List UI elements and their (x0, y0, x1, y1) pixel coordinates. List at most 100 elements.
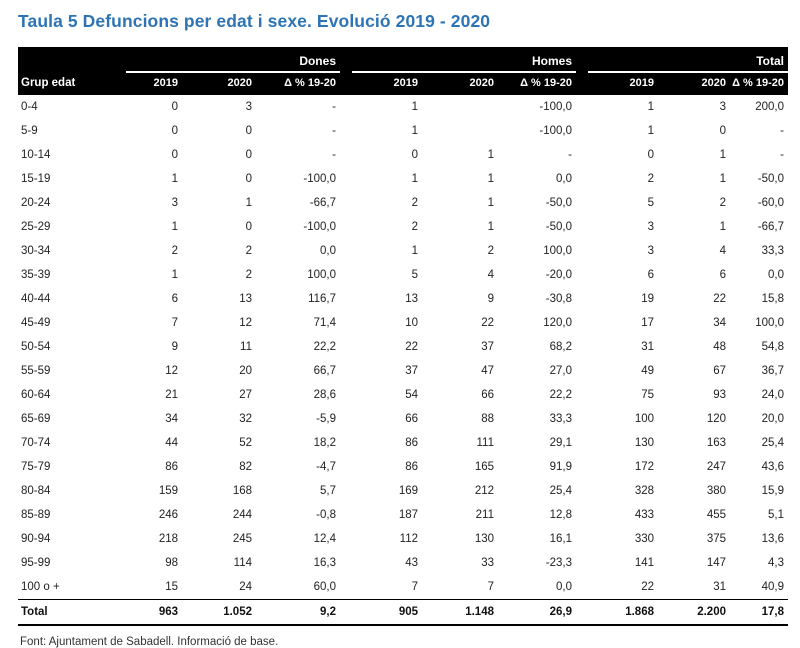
age-group-label-cell: 85-89 (21, 509, 51, 521)
age-group-label-cell: 0-4 (21, 101, 38, 113)
value-cell: 1 (719, 149, 726, 161)
value-cell: 114 (233, 557, 252, 569)
value-cell: 3 (719, 101, 726, 113)
value-cell: - (780, 125, 784, 137)
value-cell: -0,8 (316, 509, 336, 521)
table-row: 80-84 159 168 5,7 169 212 25,4 328 380 15,9 (18, 479, 788, 503)
value-cell: 11 (240, 341, 252, 353)
value-cell: 4 (487, 269, 494, 281)
group-label-total: Total (588, 54, 788, 73)
value-cell: 0 (411, 149, 418, 161)
value-cell: - (332, 149, 336, 161)
value-cell: 34 (713, 317, 726, 329)
value-cell: -100,0 (303, 173, 336, 185)
column-header-dones-2020: 2020 (182, 73, 256, 95)
table-row: 90-94 218 245 12,4 112 130 16,1 330 375 13,6 (18, 527, 788, 551)
value-cell: 111 (476, 437, 494, 449)
value-cell: 1 (411, 125, 418, 137)
value-cell: 5,1 (768, 509, 784, 521)
value-cell: 9 (487, 293, 494, 305)
deaths-by-age-sex-table: Dones Homes Total Grup edat 2019 2020 Δ … (18, 47, 788, 626)
value-cell: 33 (481, 557, 494, 569)
value-cell: 130 (474, 533, 494, 545)
value-cell: 66 (481, 389, 494, 401)
value-cell: 218 (158, 533, 178, 545)
value-cell: 13 (405, 293, 418, 305)
value-cell: 1.868 (576, 599, 658, 626)
table-row: 50-54 9 11 22,2 22 37 68,2 31 48 54,8 (18, 335, 788, 359)
value-cell: 19 (641, 293, 654, 305)
value-cell: 21 (165, 389, 178, 401)
value-cell: 37 (405, 365, 418, 377)
value-cell: - (780, 149, 784, 161)
value-cell: 2 (245, 269, 252, 281)
value-cell: - (332, 125, 336, 137)
value-cell: 22 (405, 341, 418, 353)
value-cell: 98 (165, 557, 178, 569)
value-cell: 2 (411, 221, 418, 233)
value-cell: -66,7 (309, 197, 336, 209)
value-cell: 5,7 (320, 485, 336, 497)
value-cell: 27 (239, 389, 252, 401)
value-cell: 29,1 (549, 437, 572, 449)
value-cell: 15 (165, 581, 178, 593)
value-cell: 0 (245, 221, 252, 233)
value-cell: 2.200 (658, 599, 730, 626)
age-group-label-cell: 30-34 (21, 245, 51, 257)
value-cell: 6 (647, 269, 654, 281)
value-cell: 13,6 (761, 533, 784, 545)
value-cell: 2 (245, 245, 252, 257)
value-cell: 66 (405, 413, 418, 425)
column-header-dones-delta: Δ % 19-20 (256, 73, 340, 95)
age-group-label-cell: 5-9 (21, 125, 38, 137)
value-cell: 16,3 (313, 557, 336, 569)
value-cell: 13 (239, 293, 252, 305)
value-cell: 1 (171, 221, 178, 233)
value-cell: 100,0 (543, 245, 572, 257)
value-cell: 28,6 (313, 389, 336, 401)
table-row: 60-64 21 27 28,6 54 66 22,2 75 93 24,0 (18, 383, 788, 407)
age-group-label-cell: 10-14 (21, 149, 51, 161)
value-cell: 22 (713, 293, 726, 305)
value-cell: 17,8 (730, 599, 788, 626)
value-cell: 6 (171, 293, 178, 305)
value-cell: 22 (481, 317, 494, 329)
value-cell: 12,4 (313, 533, 336, 545)
value-cell: 0 (245, 125, 252, 137)
value-cell: 0,0 (768, 269, 784, 281)
group-header-row: Dones Homes Total (18, 47, 788, 73)
value-cell: 75 (641, 389, 654, 401)
value-cell: -50,0 (757, 173, 784, 185)
value-cell: 1 (245, 197, 252, 209)
value-cell: 5 (411, 269, 418, 281)
value-cell: 905 (340, 599, 422, 626)
value-cell: 7 (487, 581, 494, 593)
value-cell: 141 (634, 557, 654, 569)
value-cell: 10 (405, 317, 418, 329)
table-row: 45-49 7 12 71,4 10 22 120,0 17 34 100,0 (18, 311, 788, 335)
value-cell: 375 (706, 533, 726, 545)
table-row: 20-24 3 1 -66,7 2 1 -50,0 5 2 -60,0 (18, 191, 788, 215)
value-cell: 86 (405, 461, 418, 473)
value-cell: 22 (641, 581, 654, 593)
value-cell (422, 95, 498, 119)
corner-spacer (18, 47, 114, 73)
value-cell: 1.148 (422, 599, 498, 626)
table-row: 15-19 1 0 -100,0 1 1 0,0 2 1 -50,0 (18, 167, 788, 191)
value-cell: 25,4 (549, 485, 572, 497)
value-cell: 1 (647, 125, 654, 137)
value-cell: 4,3 (768, 557, 784, 569)
value-cell: 168 (232, 485, 252, 497)
value-cell: 330 (634, 533, 654, 545)
column-header-homes-2019: 2019 (340, 73, 422, 95)
table-row: 55-59 12 20 66,7 37 47 27,0 49 67 36,7 (18, 359, 788, 383)
column-header-total-2020: 2020 (658, 73, 730, 95)
value-cell: 1 (411, 101, 418, 113)
value-cell: 12 (239, 317, 252, 329)
table-row: 75-79 86 82 -4,7 86 165 91,9 172 247 43,6 (18, 455, 788, 479)
value-cell: 12 (165, 365, 178, 377)
value-cell: 1 (487, 149, 494, 161)
column-header-grup-edat: Grup edat (18, 73, 114, 95)
value-cell: 159 (158, 485, 178, 497)
value-cell: 67 (713, 365, 726, 377)
